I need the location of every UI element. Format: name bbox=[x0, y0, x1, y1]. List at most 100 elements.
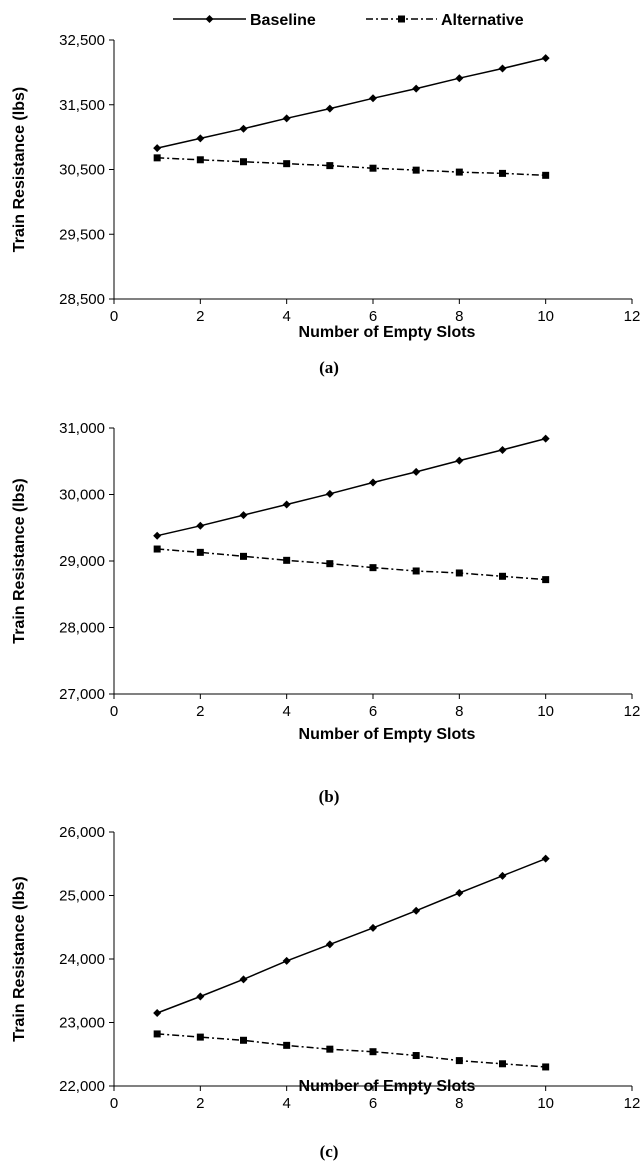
data-point-baseline bbox=[196, 134, 205, 143]
chart-panel-c: 22,000 23,000 24,000 25,000 26,000 0 2 4 6 8 10 12 N… bbox=[11, 824, 640, 1161]
x-tick-label: 8 bbox=[455, 703, 463, 720]
legend-alternative-label: Alternative bbox=[441, 12, 524, 29]
data-point-baseline bbox=[412, 906, 421, 915]
y-tick-label: 31,000 bbox=[59, 420, 105, 437]
data-point-alternative bbox=[196, 548, 204, 556]
data-point-alternative bbox=[412, 567, 420, 575]
data-point-baseline bbox=[282, 956, 291, 965]
data-point-baseline bbox=[239, 975, 248, 984]
data-point-baseline bbox=[455, 888, 464, 897]
x-tick-label: 8 bbox=[455, 308, 463, 325]
x-tick-label: 2 bbox=[196, 703, 204, 720]
series-alternative bbox=[153, 545, 550, 584]
data-point-baseline bbox=[282, 114, 291, 123]
y-tick-label: 28,000 bbox=[59, 620, 105, 637]
y-tick-label: 32,500 bbox=[59, 32, 105, 49]
data-point-baseline bbox=[541, 54, 550, 63]
data-point-baseline bbox=[369, 923, 377, 932]
data-point-alternative bbox=[240, 1036, 247, 1044]
series-line-baseline bbox=[156, 858, 546, 1014]
series-baseline bbox=[153, 434, 550, 540]
data-point-alternative bbox=[499, 169, 506, 177]
series-line-baseline bbox=[157, 437, 546, 537]
x-axis-title: Number of Empty Slots bbox=[299, 1078, 476, 1095]
data-point-alternative bbox=[240, 158, 247, 166]
data-point-baseline bbox=[498, 64, 507, 73]
x-tick-label: 12 bbox=[624, 703, 641, 720]
data-point-alternative bbox=[412, 1052, 420, 1060]
data-point-alternative bbox=[283, 1041, 291, 1049]
x-tick-label: 4 bbox=[282, 703, 290, 720]
data-point-baseline bbox=[196, 521, 205, 530]
y-tick-label: 30,000 bbox=[59, 487, 105, 504]
data-point-alternative bbox=[455, 1057, 463, 1065]
data-point-baseline bbox=[325, 489, 334, 498]
x-tick-label: 0 bbox=[110, 308, 118, 325]
data-point-alternative bbox=[326, 560, 334, 568]
legend-item-baseline: Baseline bbox=[173, 12, 316, 29]
series-baseline bbox=[153, 54, 550, 153]
legend: Baseline Alternative bbox=[173, 12, 524, 29]
x-tick-label: 10 bbox=[537, 1095, 554, 1112]
y-tick-label: 22,000 bbox=[59, 1078, 105, 1095]
panel-caption: (a) bbox=[319, 358, 339, 377]
data-point-alternative bbox=[153, 545, 161, 553]
data-point-baseline bbox=[498, 445, 507, 454]
data-point-alternative bbox=[369, 1048, 377, 1056]
data-point-baseline bbox=[541, 434, 550, 443]
series-line-alternative bbox=[157, 157, 546, 177]
x-tick-label: 6 bbox=[369, 703, 377, 720]
data-point-baseline bbox=[412, 467, 421, 476]
data-point-baseline bbox=[153, 144, 162, 153]
data-point-baseline bbox=[239, 124, 248, 133]
data-point-alternative bbox=[283, 160, 291, 168]
chart-panel-b: 27,000 28,000 29,000 30,000 31,000 0 2 4 6 8 10 12 N… bbox=[11, 420, 640, 806]
y-tick-label: 31,500 bbox=[59, 97, 105, 114]
data-point-alternative bbox=[283, 556, 291, 564]
x-tick-label: 4 bbox=[282, 308, 290, 325]
data-point-alternative bbox=[153, 1030, 161, 1038]
y-tick-label: 29,500 bbox=[59, 226, 105, 243]
series-line-alternative bbox=[157, 1033, 546, 1068]
x-tick-label: 4 bbox=[282, 1095, 290, 1112]
data-point-baseline bbox=[196, 992, 205, 1001]
data-point-alternative bbox=[455, 168, 463, 176]
data-point-baseline bbox=[369, 478, 377, 487]
data-point-alternative bbox=[369, 564, 377, 572]
data-point-alternative bbox=[196, 1033, 204, 1041]
data-point-alternative bbox=[369, 164, 377, 172]
panel-caption: (c) bbox=[320, 1142, 339, 1161]
x-tick-label: 0 bbox=[110, 703, 118, 720]
data-point-alternative bbox=[542, 576, 550, 584]
series-alternative bbox=[153, 154, 550, 179]
y-tick-label: 24,000 bbox=[59, 951, 105, 968]
data-point-baseline bbox=[541, 854, 550, 863]
y-tick-label: 23,000 bbox=[59, 1015, 105, 1032]
series-line-alternative bbox=[157, 548, 546, 581]
data-point-alternative bbox=[412, 166, 420, 174]
y-axis-title: Train Resistance (lbs) bbox=[11, 876, 28, 1041]
x-axis-title: Number of Empty Slots bbox=[299, 324, 476, 341]
data-point-alternative bbox=[499, 572, 506, 580]
x-tick-label: 8 bbox=[455, 1095, 463, 1112]
data-point-baseline bbox=[153, 1008, 162, 1017]
data-point-alternative bbox=[196, 156, 204, 164]
data-point-alternative bbox=[240, 552, 247, 560]
y-tick-label: 27,000 bbox=[59, 686, 105, 703]
data-point-baseline bbox=[369, 94, 377, 103]
legend-alternative-marker-icon bbox=[398, 15, 405, 23]
x-tick-label: 12 bbox=[624, 1095, 641, 1112]
data-point-baseline bbox=[455, 456, 464, 465]
data-point-alternative bbox=[153, 154, 161, 162]
series-alternative bbox=[153, 1030, 550, 1071]
data-point-alternative bbox=[542, 171, 550, 179]
data-point-alternative bbox=[499, 1060, 506, 1068]
x-tick-label: 0 bbox=[110, 1095, 118, 1112]
y-axis-title: Train Resistance (lbs) bbox=[11, 87, 28, 252]
series-line-baseline bbox=[157, 57, 546, 149]
data-point-baseline bbox=[282, 500, 291, 509]
x-tick-label: 10 bbox=[537, 703, 554, 720]
x-tick-label: 10 bbox=[537, 308, 554, 325]
data-point-baseline bbox=[153, 531, 162, 540]
